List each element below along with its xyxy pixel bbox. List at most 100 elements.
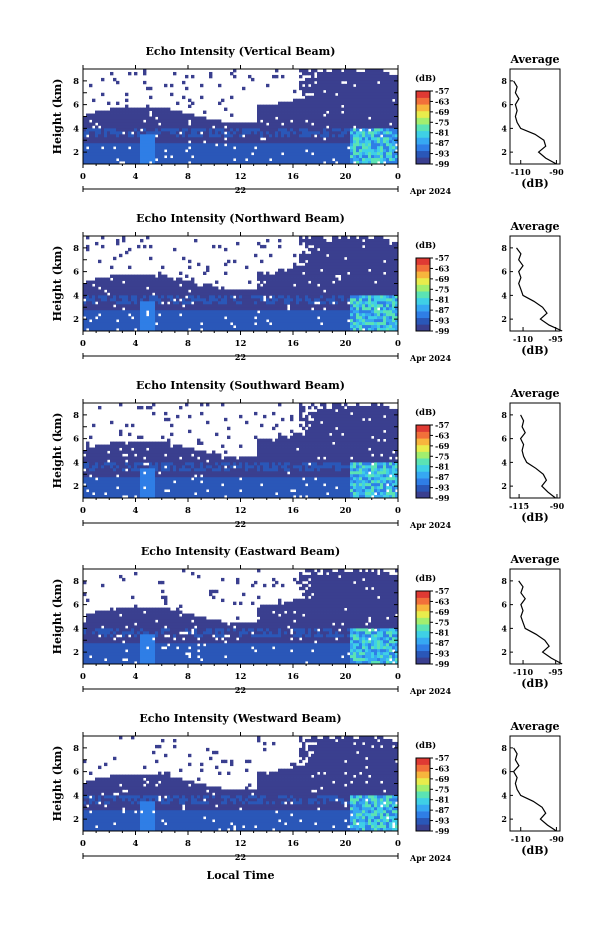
- heatmap-cell: [119, 116, 123, 120]
- heatmap-cell: [236, 134, 240, 138]
- heatmap-cell: [263, 128, 267, 132]
- heatmap-cell: [272, 146, 276, 150]
- heatmap-cell: [119, 274, 123, 278]
- heatmap-cell: [323, 134, 327, 138]
- heatmap-cell: [188, 322, 192, 326]
- heatmap-cell: [371, 313, 375, 317]
- heatmap-cell: [353, 283, 357, 287]
- heatmap-cell: [314, 307, 318, 311]
- heatmap-cell: [206, 119, 210, 123]
- heatmap-cell: [83, 137, 87, 141]
- heatmap-cell: [338, 92, 342, 97]
- heatmap-cell: [122, 116, 126, 120]
- heatmap-cell: [158, 110, 162, 114]
- heatmap-cell: [341, 277, 345, 281]
- heatmap-cell: [137, 322, 141, 326]
- heatmap-cell: [221, 292, 225, 296]
- heatmap-cell: [392, 244, 396, 249]
- heatmap-cell: [284, 131, 288, 135]
- heatmap-cell: [98, 325, 102, 329]
- heatmap-cell: [245, 161, 249, 165]
- heatmap-cell: [101, 474, 105, 478]
- heatmap-cell: [200, 125, 204, 129]
- heatmap-cell: [104, 155, 108, 159]
- heatmap-cell: [380, 149, 384, 153]
- heatmap-cell: [161, 289, 165, 293]
- heatmap-cell: [137, 128, 141, 132]
- heatmap-cell: [212, 301, 216, 305]
- heatmap-cell: [359, 131, 363, 135]
- heatmap-cell: [98, 304, 102, 308]
- heatmap-cell: [119, 474, 123, 478]
- heatmap-cell: [167, 110, 171, 114]
- heatmap-cell: [98, 310, 102, 314]
- heatmap-cell: [326, 101, 330, 106]
- heatmap-cell: [266, 152, 270, 156]
- heatmap-cell: [122, 143, 126, 147]
- heatmap-cell: [173, 149, 177, 153]
- heatmap-cell: [332, 241, 336, 246]
- heatmap-cell: [305, 238, 309, 243]
- heatmap-cell: [308, 313, 312, 317]
- heatmap-cell: [257, 125, 261, 129]
- heatmap-cell: [107, 289, 111, 293]
- heatmap-cell: [389, 86, 393, 91]
- heatmap-cell: [107, 462, 111, 466]
- heatmap-cell: [362, 155, 366, 159]
- heatmap-cell: [266, 316, 270, 320]
- heatmap-cell: [395, 107, 399, 111]
- heatmap-cell: [83, 134, 87, 138]
- heatmap-cell: [359, 149, 363, 153]
- heatmap-cell: [383, 113, 387, 117]
- heatmap-cell: [242, 86, 246, 91]
- heatmap-cell: [302, 307, 306, 311]
- heatmap-cell: [107, 146, 111, 150]
- heatmap-cell: [95, 134, 99, 138]
- heatmap-cell: [182, 325, 186, 329]
- heatmap-cell: [341, 268, 345, 273]
- heatmap-cell: [128, 289, 132, 293]
- heatmap-cell: [353, 158, 357, 162]
- heatmap-cell: [233, 131, 237, 135]
- heatmap-cell: [143, 113, 147, 117]
- heatmap-cell: [266, 113, 270, 117]
- heatmap-cell: [326, 283, 330, 287]
- heatmap-cell: [116, 444, 120, 448]
- heatmap-cell: [107, 116, 111, 120]
- heatmap-cell: [122, 238, 126, 243]
- heatmap-cell: [134, 143, 138, 147]
- heatmap-cell: [383, 110, 387, 114]
- heatmap-cell: [320, 152, 324, 156]
- heatmap-cell: [320, 250, 324, 255]
- heatmap-cell: [107, 447, 111, 451]
- heatmap-cell: [305, 134, 309, 138]
- heatmap-cell: [98, 462, 102, 466]
- heatmap-cell: [155, 152, 159, 156]
- heatmap-cell: [287, 319, 291, 323]
- heatmap-cell: [143, 244, 147, 249]
- heatmap-cell: [101, 462, 105, 466]
- heatmap-cell: [191, 289, 195, 293]
- heatmap-cell: [359, 295, 363, 299]
- heatmap-cell: [380, 259, 384, 264]
- heatmap-cell: [212, 155, 216, 159]
- heatmap-cell: [377, 292, 381, 296]
- heatmap-cell: [350, 104, 354, 108]
- heatmap-cell: [215, 292, 219, 296]
- heatmap-cell: [194, 128, 198, 132]
- heatmap-cell: [170, 319, 174, 323]
- heatmap-cell: [338, 256, 342, 261]
- heatmap-cell: [347, 316, 351, 320]
- heatmap-cell: [206, 313, 210, 317]
- heatmap-cell: [353, 301, 357, 305]
- heatmap-cell: [293, 301, 297, 305]
- heatmap-cell: [173, 292, 177, 296]
- heatmap-cell: [263, 113, 267, 117]
- heatmap-cell: [116, 128, 120, 132]
- heatmap-cell: [353, 241, 357, 246]
- heatmap-cell: [380, 80, 384, 85]
- heatmap-cell: [392, 152, 396, 156]
- heatmap-cell: [221, 152, 225, 156]
- heatmap-cell: [221, 289, 225, 293]
